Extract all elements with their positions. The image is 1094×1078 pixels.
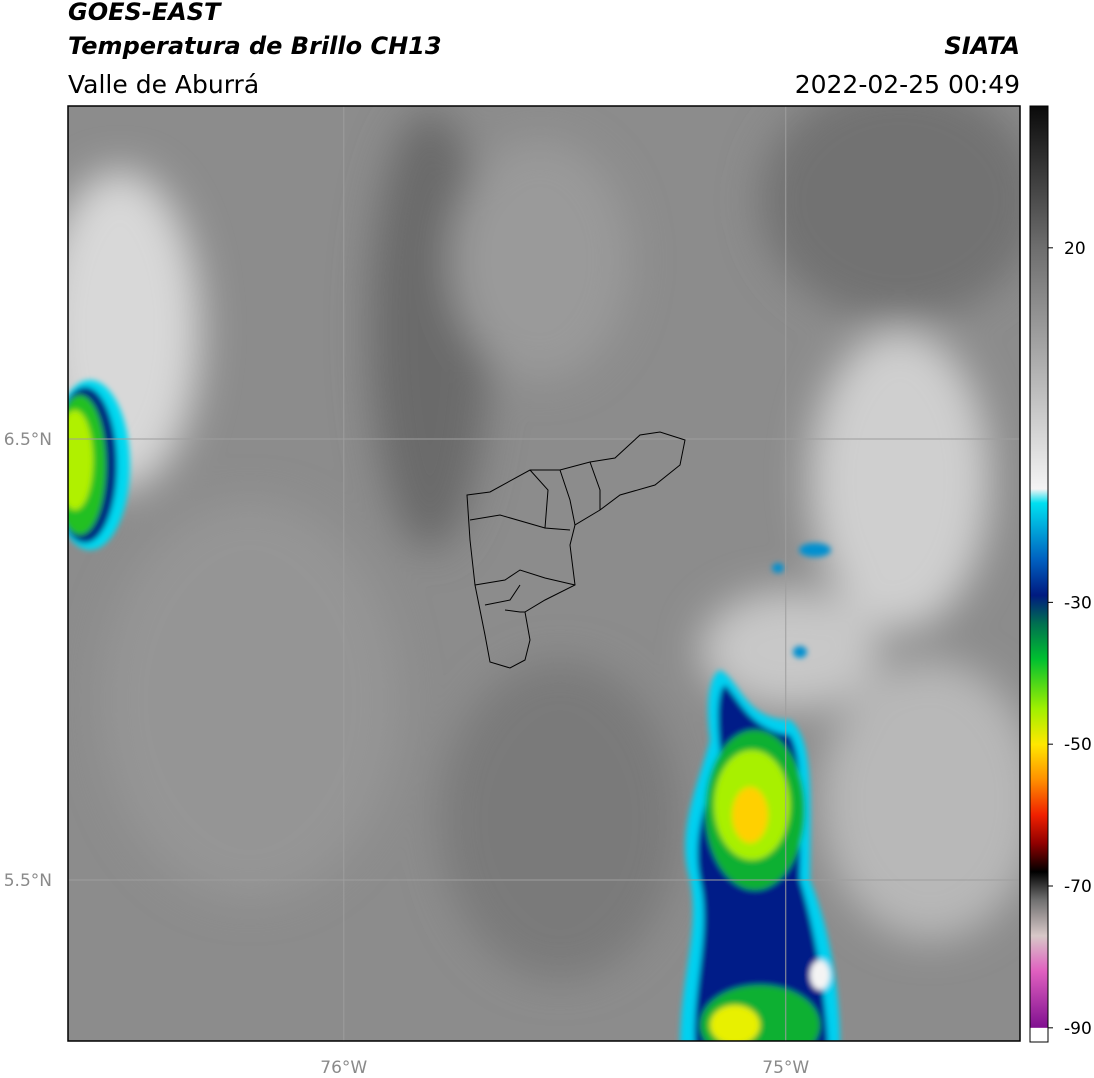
colorbar-tick-label: -70	[1064, 877, 1092, 897]
colorbar-scale	[1030, 106, 1048, 1042]
y-tick-label: 5.5°N	[4, 871, 52, 891]
x-tick-label: 75°W	[762, 1058, 809, 1078]
title: GOES-EAST	[68, 0, 222, 26]
x-tick-label: 76°W	[320, 1058, 367, 1078]
map-frame	[67, 105, 1021, 1042]
region: Valle de Aburrá	[68, 70, 259, 99]
colorbar-tick-label: 20	[1064, 239, 1086, 259]
subtitle: Temperatura de Brillo CH13	[68, 32, 442, 60]
colorbar-under	[1030, 1027, 1048, 1042]
satellite-image	[68, 106, 1020, 1041]
y-tick-label: 6.5°N	[4, 430, 52, 450]
colorbar-tick-label: -90	[1064, 1019, 1092, 1039]
colorbar-frame	[1029, 105, 1049, 1043]
colorbar-tick-label: -50	[1064, 735, 1092, 755]
colorbar: 20 -30 -50 -70 -90	[1029, 105, 1092, 1043]
grid	[68, 106, 1020, 1041]
valle-de-aburra-boundary	[466, 431, 686, 669]
source: SIATA	[944, 32, 1020, 60]
timestamp: 2022-02-25 00:49	[795, 70, 1020, 99]
colorbar-tick-label: -30	[1064, 593, 1092, 613]
